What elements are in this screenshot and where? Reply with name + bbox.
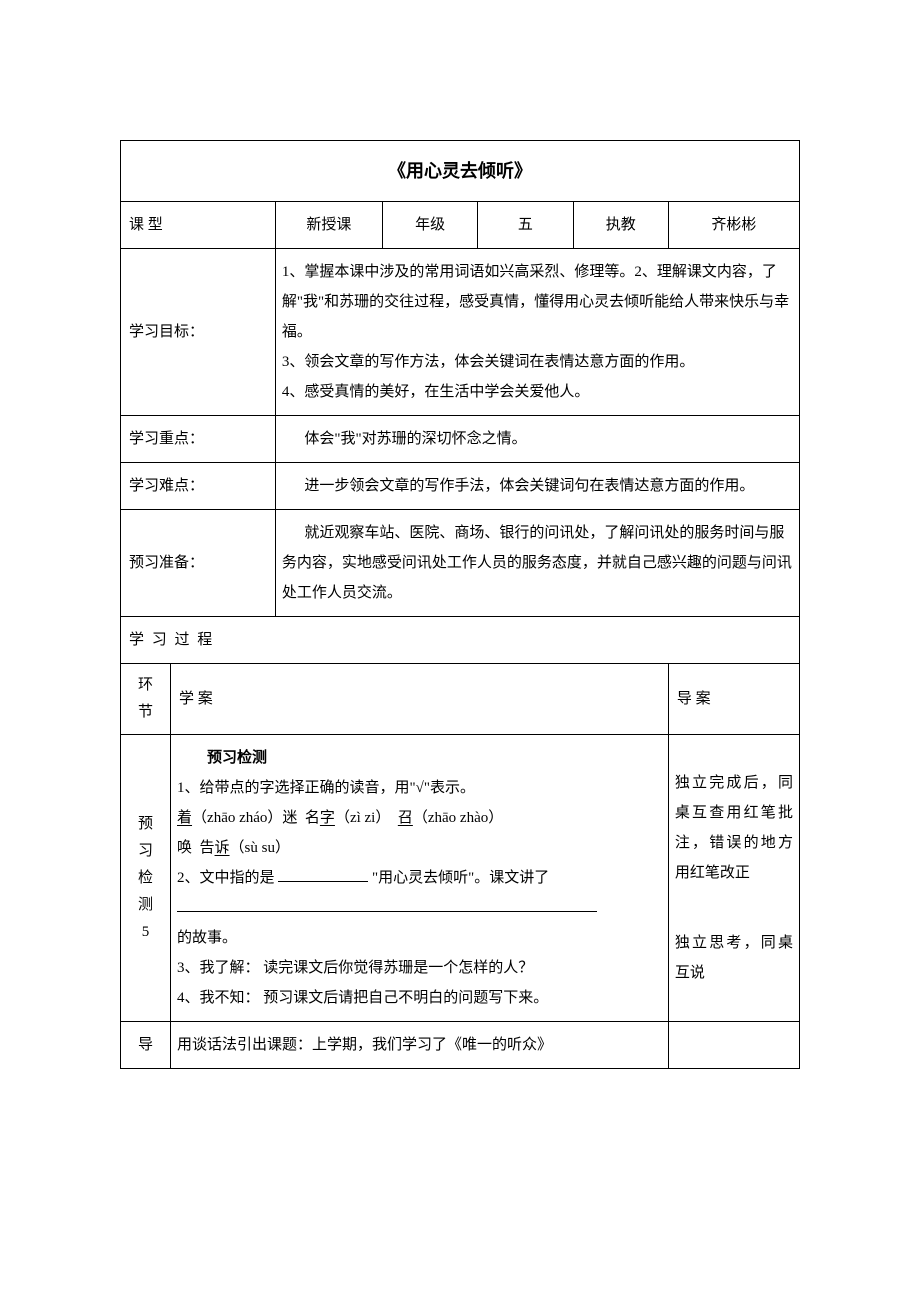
preview-q4: 4、我不知： 预习课文后请把自己不明白的问题写下来。 [177,990,548,1006]
goals-p1: 1、掌握本课中涉及的常用词语如兴高采烈、修理等。2、理解课文内容，了解"我"和苏… [282,264,789,340]
doc-title: 《用心灵去倾听》 [121,141,800,202]
focus-label: 学习重点： [121,416,276,463]
goals-label: 学习目标： [121,249,276,416]
preview-guide: 独立完成后，同桌互查用红笔批注，错误的地方用红笔改正 独立思考，同桌互说 [668,735,799,1022]
blank-2 [177,897,597,912]
goals-content: 1、掌握本课中涉及的常用词语如兴高采烈、修理等。2、理解课文内容，了解"我"和苏… [275,249,799,416]
preview-q2a: 2、文中指的是 [177,870,275,886]
preview-q3: 3、我了解： 读完课文后你觉得苏珊是一个怎样的人？ [177,960,533,976]
goals-p3: 4、感受真情的美好，在生活中学会关爱他人。 [282,384,590,400]
prep-text: 就近观察车站、医院、商场、银行的问讯处，了解问讯处的服务时间与服务内容，实地感受… [275,510,799,617]
meta-type-label: 课 型 [121,202,276,249]
goals-p2: 3、领会文章的写作方法，体会关键词在表情达意方面的作用。 [282,354,695,370]
focus-text: 体会"我"对苏珊的深切怀念之情。 [275,416,799,463]
focus-text-inner: 体会"我"对苏珊的深切怀念之情。 [282,424,793,454]
preview-guide1: 独立完成后，同桌互查用红笔批注，错误的地方用红笔改正 [675,768,793,888]
lead-guide-empty [668,1022,799,1069]
preview-side-label: 预习检测5 [121,735,171,1022]
lesson-plan-table: 《用心灵去倾听》 课 型 新授课 年级 五 执教 齐彬彬 学习目标： 1、掌握本… [120,140,800,1069]
preview-q2-story: 的故事。 [177,930,237,946]
prep-label: 预习准备： [121,510,276,617]
preview-q1-pre: 1、给带点的字选择正确的读音，用"√"表示。 [177,780,475,796]
meta-grade-value: 五 [478,202,573,249]
preview-q1-line1b: 唤 告诉（sù su） [177,840,290,856]
preview-q1-line1a: 着（zhāo zháo）迷 名字（zì zi） 召（zhāo zhào） [177,810,503,826]
difficulty-text-inner: 进一步领会文章的写作手法，体会关键词句在表情达意方面的作用。 [282,471,793,501]
meta-grade-label: 年级 [383,202,478,249]
lead-text: 用谈话法引出课题：上学期，我们学习了《唯一的听众》 [171,1022,669,1069]
difficulty-label: 学习难点： [121,463,276,510]
lead-side-label: 导 [121,1022,171,1069]
prep-text-inner: 就近观察车站、医院、商场、银行的问讯处，了解问讯处的服务时间与服务内容，实地感受… [282,518,793,608]
meta-teacher-value: 齐彬彬 [668,202,799,249]
preview-heading: 预习检测 [177,743,662,773]
meta-teacher-label: 执教 [573,202,668,249]
difficulty-text: 进一步领会文章的写作手法，体会关键词句在表情达意方面的作用。 [275,463,799,510]
blank-1 [278,867,368,882]
process-header: 学 习 过 程 [121,617,800,664]
meta-type-value: 新授课 [275,202,382,249]
preview-q2b: "用心灵去倾听"。课文讲了 [372,870,549,886]
col-env: 环节 [121,664,171,735]
col-guide: 导 案 [668,664,799,735]
preview-content: 预习检测 1、给带点的字选择正确的读音，用"√"表示。 着（zhāo zháo）… [171,735,669,1022]
preview-guide2: 独立思考，同桌互说 [675,935,793,981]
col-plan: 学 案 [171,664,669,735]
